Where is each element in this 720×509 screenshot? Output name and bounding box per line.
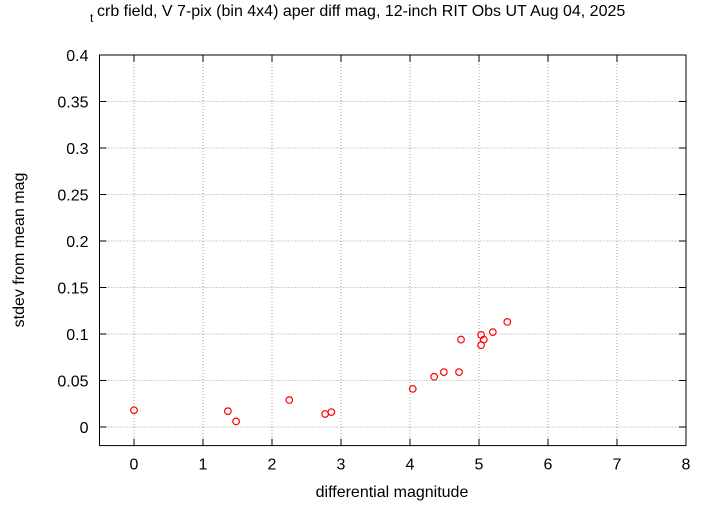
x-tick-label: 1: [199, 457, 208, 474]
point: [455, 368, 463, 377]
y-tick-label: 0.15: [57, 281, 88, 298]
x-tick-label: 0: [130, 457, 139, 474]
y-tick-label: 0.1: [66, 327, 88, 344]
point: [479, 335, 488, 344]
x-tick-label: 8: [682, 457, 691, 474]
y-axis-label: stdev from mean mag: [11, 173, 28, 328]
point: [327, 408, 336, 417]
point: [439, 368, 448, 377]
y-tick-label: 0: [80, 420, 89, 437]
point: [488, 328, 497, 337]
point: [408, 384, 417, 393]
point: [232, 417, 241, 426]
y-tick-label: 0.2: [66, 234, 88, 251]
x-tick-label: 6: [544, 457, 553, 474]
x-axis-label: differential magnitude: [316, 484, 469, 501]
x-tick-label: 3: [337, 457, 346, 474]
x-tick-label: 2: [268, 457, 277, 474]
plot-frame: [99, 54, 687, 447]
x-tick-label: 4: [406, 457, 415, 474]
chart-title-subscript: t: [90, 11, 94, 25]
point: [223, 407, 232, 416]
point: [285, 396, 294, 404]
point: [430, 372, 439, 381]
point: [130, 406, 138, 415]
y-tick-label: 0.25: [57, 188, 88, 205]
y-tick-label: 0.3: [66, 141, 88, 158]
y-tick-label: 0.05: [57, 374, 88, 391]
point: [321, 410, 330, 418]
x-tick-label: 5: [475, 457, 484, 474]
x-tick-label: 7: [613, 457, 622, 474]
chart-title: crb field, V 7-pix (bin 4x4) aper diff m…: [97, 3, 625, 20]
y-tick-label: 0.35: [57, 95, 88, 112]
point: [457, 335, 465, 344]
y-tick-label: 0.4: [66, 48, 88, 65]
point: [503, 318, 512, 326]
